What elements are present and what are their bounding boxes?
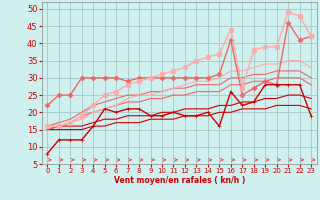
X-axis label: Vent moyen/en rafales ( kn/h ): Vent moyen/en rafales ( kn/h ) [114,176,245,185]
